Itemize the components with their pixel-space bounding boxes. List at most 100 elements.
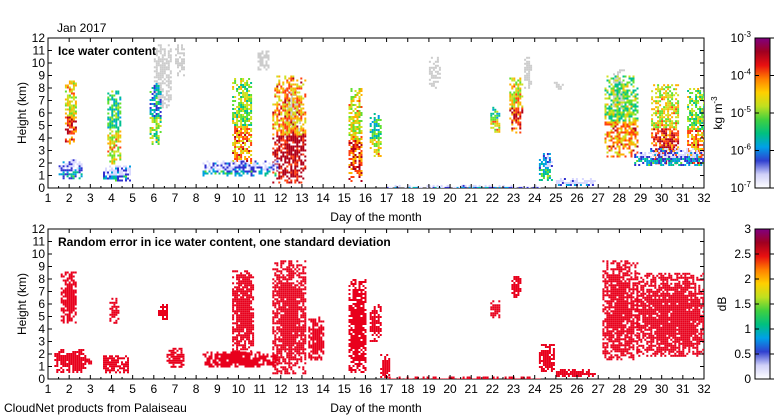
iwc-cell [690, 158, 693, 160]
iwc-cell [655, 136, 658, 139]
iwc-cell [350, 130, 353, 132]
error-cell [206, 351, 209, 354]
iwc-cell [274, 111, 277, 114]
error-cell [238, 306, 241, 309]
iwc-cell [665, 126, 668, 129]
iwc-cell [66, 175, 69, 178]
iwc-cell [284, 145, 287, 148]
iwc-cell [697, 100, 700, 102]
iwc-cell [377, 123, 380, 125]
iwc-cell [107, 108, 110, 111]
iwc-cell [105, 175, 107, 178]
iwc-cell [575, 180, 578, 182]
iwc-cell [673, 126, 676, 129]
iwc-cell [651, 90, 654, 93]
iwc-cell [677, 142, 680, 145]
iwc-cell [276, 107, 279, 110]
iwc-cell [630, 103, 633, 106]
error-cell [224, 351, 227, 354]
no-retrieval-cell [167, 66, 170, 69]
iwc-cell [542, 171, 545, 173]
iwc-cell [282, 103, 285, 106]
iwc-cell [544, 161, 547, 163]
iwc-cell [66, 132, 69, 135]
iwc-cell [670, 164, 673, 166]
iwc-cell [360, 126, 363, 128]
iwc-cell [212, 162, 215, 165]
error-cell [127, 371, 129, 374]
iwc-cell [248, 90, 251, 92]
iwc-cell [111, 116, 114, 119]
error-cell [216, 363, 219, 366]
iwc-cell [276, 103, 279, 106]
iwc-cell [226, 170, 229, 173]
iwc-cell [220, 166, 223, 169]
iwc-cell [159, 91, 162, 93]
error-cell [222, 359, 225, 362]
error-cell [121, 367, 123, 370]
iwc-cell [515, 81, 518, 84]
iwc-cell [350, 146, 353, 148]
iwc-cell [692, 156, 695, 158]
iwc-cell [292, 83, 295, 86]
error-cell [62, 371, 65, 373]
error-cell [240, 353, 243, 356]
iwc-cell [240, 136, 243, 138]
iwc-cell [115, 118, 118, 121]
iwc-cell [676, 156, 679, 158]
error-cell [236, 278, 239, 281]
iwc-cell [697, 138, 700, 140]
iwc-cell [296, 143, 299, 146]
error-cell [230, 353, 233, 356]
iwc-cell [298, 145, 301, 148]
iwc-cell [240, 98, 243, 100]
iwc-cell [107, 118, 110, 121]
error-cell [70, 299, 73, 302]
error-cell [240, 304, 243, 307]
error-cell [74, 289, 77, 292]
iwc-cell [109, 106, 112, 109]
iwc-cell [304, 143, 307, 146]
iwc-cell [484, 184, 487, 187]
iwc-cell [373, 125, 376, 127]
error-cell [68, 313, 71, 316]
no-retrieval-cell [530, 64, 533, 67]
iwc-cell [70, 124, 73, 127]
error-cell [72, 289, 75, 292]
iwc-cell [72, 110, 75, 113]
no-retrieval-cell [530, 82, 533, 85]
iwc-cell [356, 144, 359, 146]
iwc-cell [278, 103, 281, 106]
error-cell [105, 367, 107, 370]
iwc-cell [117, 126, 120, 129]
iwc-cell [230, 166, 233, 169]
iwc-cell [350, 158, 353, 160]
iwc-cell [119, 130, 122, 133]
iwc-cell [636, 133, 639, 136]
iwc-cell [659, 88, 662, 91]
iwc-cell [697, 114, 700, 116]
y-tick-label: 11 [33, 44, 46, 58]
iwc-cell [204, 172, 207, 175]
error-cell [242, 320, 245, 323]
error-cell [236, 353, 239, 356]
error-cell [250, 363, 253, 366]
iwc-cell [630, 93, 633, 96]
iwc-cell [542, 177, 545, 179]
iwc-cell [352, 122, 355, 124]
iwc-cell [348, 118, 351, 120]
iwc-cell [214, 170, 217, 173]
iwc-cell [606, 133, 609, 136]
iwc-cell [238, 172, 241, 175]
y-tick-label: 8 [38, 81, 45, 95]
error-cell [242, 346, 245, 349]
iwc-cell [236, 164, 239, 167]
iwc-cell [375, 151, 378, 153]
iwc-cell [109, 144, 112, 147]
iwc-cell [282, 105, 285, 108]
iwc-cell [113, 144, 116, 147]
iwc-cell [660, 148, 663, 150]
iwc-cell [618, 109, 621, 112]
iwc-cell [250, 106, 253, 108]
iwc-cell [498, 112, 501, 115]
